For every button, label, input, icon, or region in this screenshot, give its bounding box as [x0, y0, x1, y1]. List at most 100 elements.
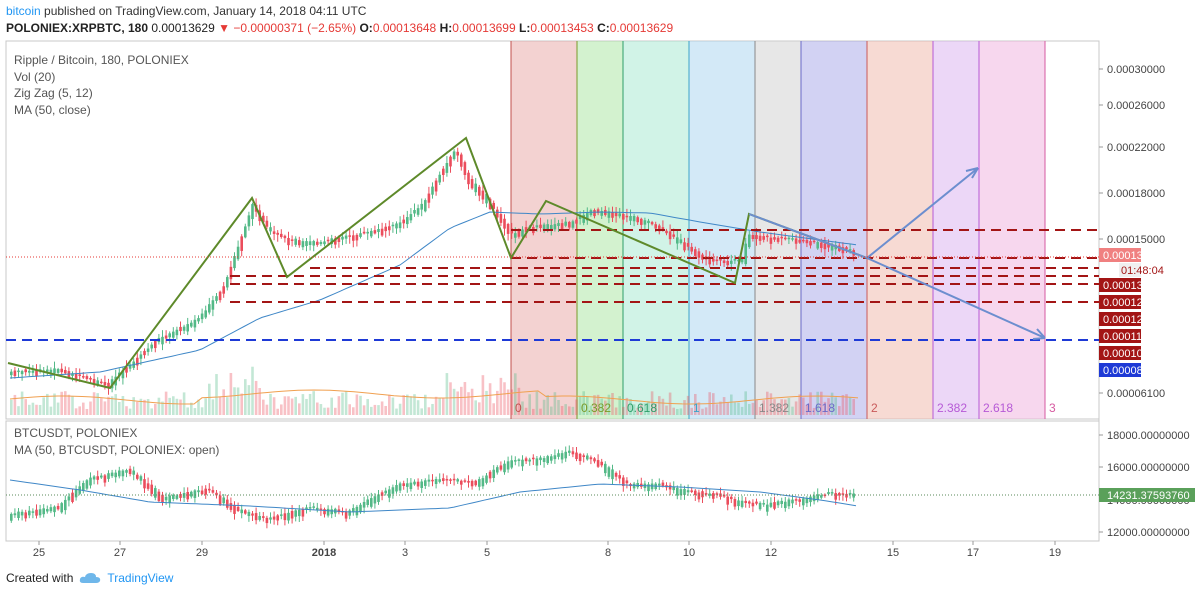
candle[interactable]	[20, 511, 24, 516]
candle[interactable]	[737, 500, 740, 507]
candle[interactable]	[593, 458, 596, 462]
candle[interactable]	[524, 458, 528, 462]
candle[interactable]	[287, 237, 290, 246]
candle[interactable]	[92, 378, 96, 385]
candle[interactable]	[305, 507, 308, 510]
candle[interactable]	[17, 370, 20, 373]
candle[interactable]	[722, 494, 726, 497]
candle[interactable]	[485, 475, 488, 483]
candle[interactable]	[798, 239, 801, 243]
candle[interactable]	[751, 234, 755, 239]
candle[interactable]	[618, 213, 621, 217]
candle[interactable]	[578, 215, 582, 220]
candle[interactable]	[762, 236, 765, 240]
candle[interactable]	[186, 492, 189, 500]
candle[interactable]	[690, 490, 693, 492]
candle[interactable]	[704, 493, 708, 495]
candle[interactable]	[283, 235, 287, 239]
candle[interactable]	[211, 300, 215, 310]
candle[interactable]	[449, 479, 452, 481]
candle[interactable]	[139, 476, 143, 481]
candle[interactable]	[438, 479, 441, 482]
candle[interactable]	[758, 235, 762, 241]
candle[interactable]	[683, 488, 686, 495]
candle[interactable]	[744, 500, 747, 504]
candle[interactable]	[838, 493, 841, 496]
candle[interactable]	[524, 227, 528, 233]
candle[interactable]	[10, 371, 13, 376]
candle[interactable]	[395, 485, 398, 492]
candle[interactable]	[236, 246, 240, 260]
candle[interactable]	[676, 237, 679, 244]
candle[interactable]	[766, 504, 769, 512]
candle[interactable]	[359, 504, 362, 513]
candle[interactable]	[56, 505, 60, 510]
candle[interactable]	[89, 377, 92, 380]
candle[interactable]	[406, 217, 409, 225]
candle[interactable]	[280, 514, 283, 516]
candle[interactable]	[784, 501, 787, 509]
candle[interactable]	[546, 224, 549, 230]
candle[interactable]	[661, 482, 665, 487]
candle[interactable]	[762, 503, 765, 505]
candle[interactable]	[456, 479, 459, 482]
candle[interactable]	[179, 494, 182, 498]
candle[interactable]	[506, 461, 510, 470]
candle[interactable]	[722, 260, 726, 264]
candle[interactable]	[701, 491, 704, 498]
candle[interactable]	[384, 226, 387, 232]
candle[interactable]	[607, 467, 611, 477]
candle[interactable]	[730, 496, 733, 500]
candle[interactable]	[535, 458, 539, 466]
candle[interactable]	[377, 228, 380, 233]
candle[interactable]	[467, 480, 470, 483]
candle[interactable]	[290, 510, 294, 519]
indicator-ma[interactable]: MA (50, close)	[14, 102, 91, 117]
candle[interactable]	[283, 513, 287, 521]
candle[interactable]	[766, 235, 769, 238]
candle[interactable]	[557, 453, 560, 457]
candle[interactable]	[798, 499, 801, 502]
candle[interactable]	[586, 212, 589, 221]
candle[interactable]	[319, 508, 323, 511]
candle[interactable]	[708, 257, 711, 265]
candle[interactable]	[157, 491, 161, 502]
candle[interactable]	[92, 476, 96, 480]
candle[interactable]	[125, 470, 128, 473]
candle[interactable]	[589, 457, 593, 460]
candle[interactable]	[56, 369, 60, 373]
candle[interactable]	[787, 499, 791, 507]
candle[interactable]	[355, 234, 359, 241]
candle[interactable]	[794, 238, 798, 244]
candle[interactable]	[809, 496, 812, 503]
candle[interactable]	[348, 510, 351, 516]
candle[interactable]	[154, 488, 157, 498]
candle[interactable]	[560, 453, 564, 460]
candle[interactable]	[172, 331, 175, 338]
candle[interactable]	[596, 460, 600, 467]
candle[interactable]	[294, 510, 297, 517]
candle[interactable]	[172, 494, 175, 499]
candle[interactable]	[694, 490, 697, 496]
candle[interactable]	[586, 455, 589, 460]
candle[interactable]	[776, 237, 780, 242]
candle[interactable]	[60, 503, 63, 513]
candle[interactable]	[791, 238, 794, 240]
candle[interactable]	[233, 256, 236, 269]
candle[interactable]	[755, 235, 758, 240]
candle[interactable]	[769, 237, 773, 244]
candle[interactable]	[305, 241, 308, 247]
candle[interactable]	[60, 368, 63, 373]
candle[interactable]	[636, 217, 639, 223]
candle[interactable]	[463, 480, 467, 482]
candle[interactable]	[164, 496, 168, 501]
candle[interactable]	[391, 224, 395, 227]
candle[interactable]	[560, 223, 564, 230]
candle[interactable]	[269, 227, 272, 232]
candle[interactable]	[64, 370, 67, 374]
author-link[interactable]: bitcoin	[6, 4, 41, 18]
candle[interactable]	[247, 215, 251, 227]
candle[interactable]	[334, 238, 337, 245]
candle[interactable]	[100, 381, 103, 384]
candle[interactable]	[208, 488, 211, 491]
